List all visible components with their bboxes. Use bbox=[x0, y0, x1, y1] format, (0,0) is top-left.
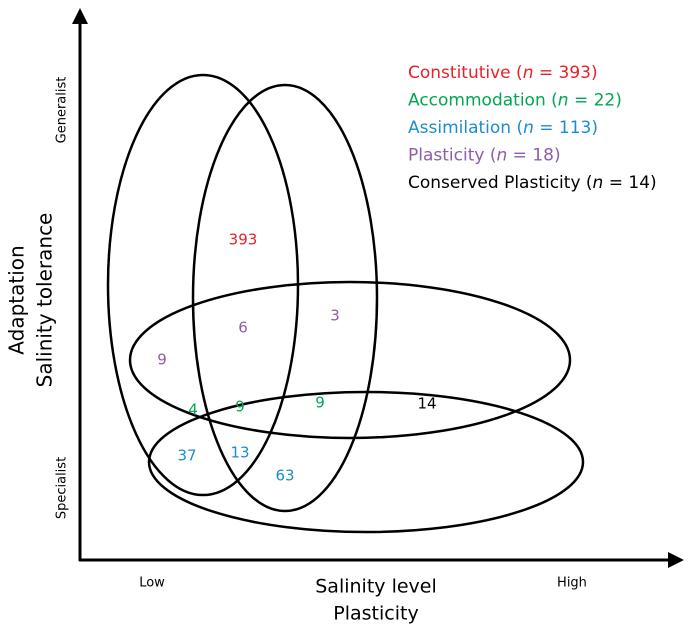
y-arrow bbox=[72, 8, 88, 24]
region-count: 4 bbox=[188, 401, 198, 419]
legend-entry: Accommodation (n = 22) bbox=[408, 91, 622, 111]
legend-n: n bbox=[523, 63, 534, 83]
legend-name: Assimilation ( bbox=[408, 118, 523, 138]
legend-count: = 18) bbox=[507, 146, 560, 166]
legend-count: = 113) bbox=[534, 118, 598, 138]
y-top-label: Generalist bbox=[55, 77, 70, 144]
region-count: 37 bbox=[177, 447, 196, 465]
legend-name: Conserved Plasticity ( bbox=[408, 173, 593, 193]
region-count: 9 bbox=[157, 351, 167, 369]
legend-entry: Constitutive (n = 393) bbox=[408, 63, 598, 83]
legend-n: n bbox=[523, 118, 534, 138]
legend-entry: Assimilation (n = 113) bbox=[408, 118, 598, 138]
x-title: Salinity level bbox=[315, 576, 437, 598]
region-count: 63 bbox=[275, 467, 294, 485]
legend-name: Constitutive ( bbox=[408, 63, 523, 83]
ellipse-assimilation bbox=[147, 390, 585, 534]
legend-entry: Conserved Plasticity (n = 14) bbox=[408, 173, 657, 193]
legend: Constitutive (n = 393)Accommodation (n =… bbox=[408, 63, 657, 193]
x-arrow bbox=[668, 552, 684, 568]
region-count: 3 bbox=[330, 307, 340, 325]
ellipse-plasticity bbox=[128, 280, 572, 440]
legend-n: n bbox=[593, 173, 604, 193]
legend-count: = 14) bbox=[603, 173, 656, 193]
legend-count: = 22) bbox=[569, 91, 622, 111]
x-right-label: High bbox=[557, 576, 587, 591]
legend-n: n bbox=[496, 146, 507, 166]
region-count: 6 bbox=[238, 319, 248, 337]
y-bottom-label: Specialist bbox=[55, 457, 70, 519]
y-title: Adaptation bbox=[5, 245, 29, 354]
legend-entry: Plasticity (n = 18) bbox=[408, 146, 561, 166]
region-count: 9 bbox=[235, 398, 245, 416]
x-subtitle: Plasticity bbox=[333, 603, 418, 625]
legend-name: Accommodation ( bbox=[408, 91, 558, 111]
region-count: 13 bbox=[230, 444, 249, 462]
legend-name: Plasticity ( bbox=[408, 146, 496, 166]
ellipse-accommodation bbox=[191, 83, 379, 513]
region-count: 9 bbox=[315, 394, 325, 412]
x-left-label: Low bbox=[139, 576, 165, 591]
legend-count: = 393) bbox=[533, 63, 597, 83]
region-count: 14 bbox=[417, 395, 436, 413]
legend-n: n bbox=[558, 91, 569, 111]
y-subtitle: Salinity tolerance bbox=[33, 213, 57, 388]
region-count: 393 bbox=[229, 231, 258, 249]
